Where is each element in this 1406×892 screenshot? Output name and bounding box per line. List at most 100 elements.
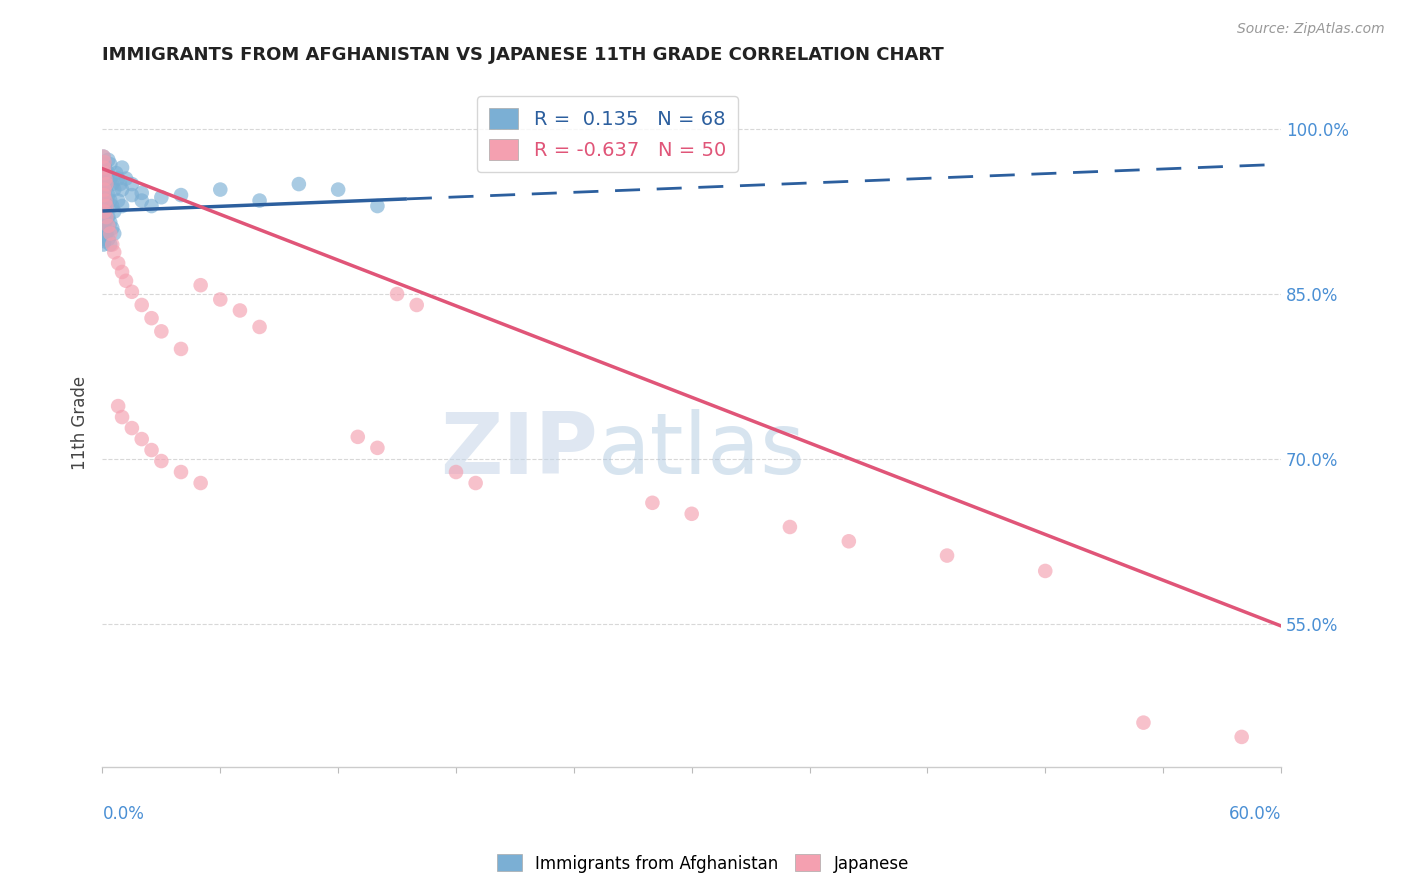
Point	[94, 223, 117, 237]
Point	[111, 183, 134, 197]
Point	[111, 161, 134, 175]
Y-axis label: 11th Grade: 11th Grade	[72, 376, 89, 470]
Point	[444, 465, 467, 479]
Point	[103, 183, 125, 197]
Point	[249, 194, 271, 208]
Point	[131, 432, 153, 446]
Point	[96, 195, 118, 210]
Point	[107, 256, 129, 270]
Point	[98, 157, 121, 171]
Point	[115, 171, 138, 186]
Point	[107, 171, 129, 186]
Point	[150, 454, 173, 468]
Point	[121, 188, 143, 202]
Point	[108, 177, 131, 191]
Point	[141, 443, 163, 458]
Point	[93, 190, 115, 204]
Point	[131, 298, 153, 312]
Point	[97, 219, 120, 233]
Point	[103, 227, 125, 241]
Text: 60.0%: 60.0%	[1229, 805, 1281, 823]
Point	[93, 161, 115, 175]
Point	[93, 234, 115, 248]
Point	[93, 237, 115, 252]
Point	[111, 199, 134, 213]
Point	[111, 410, 134, 425]
Legend: Immigrants from Afghanistan, Japanese: Immigrants from Afghanistan, Japanese	[491, 847, 915, 880]
Point	[94, 171, 117, 186]
Point	[96, 177, 118, 191]
Point	[94, 210, 117, 224]
Point	[98, 227, 121, 241]
Point	[141, 199, 163, 213]
Point	[170, 465, 193, 479]
Point	[101, 237, 124, 252]
Point	[93, 199, 115, 213]
Point	[681, 507, 703, 521]
Point	[94, 207, 117, 221]
Point	[209, 293, 232, 307]
Point	[94, 183, 117, 197]
Point	[96, 227, 118, 241]
Point	[93, 157, 115, 171]
Point	[107, 194, 129, 208]
Point	[385, 287, 408, 301]
Point	[97, 166, 120, 180]
Point	[96, 166, 118, 180]
Point	[366, 441, 388, 455]
Point	[641, 496, 664, 510]
Point	[93, 204, 115, 219]
Point	[131, 194, 153, 208]
Point	[209, 183, 232, 197]
Point	[94, 194, 117, 208]
Point	[101, 177, 124, 191]
Point	[190, 278, 212, 293]
Point	[93, 218, 115, 232]
Point	[93, 203, 115, 218]
Point	[121, 421, 143, 435]
Point	[94, 166, 117, 180]
Legend: R =  0.135   N = 68, R = -0.637   N = 50: R = 0.135 N = 68, R = -0.637 N = 50	[478, 96, 738, 171]
Point	[346, 430, 368, 444]
Point	[93, 169, 115, 183]
Point	[103, 204, 125, 219]
Text: ZIP: ZIP	[440, 409, 598, 492]
Point	[93, 188, 115, 202]
Point	[1230, 730, 1253, 744]
Point	[229, 303, 252, 318]
Point	[93, 171, 115, 186]
Point	[94, 228, 117, 243]
Point	[170, 342, 193, 356]
Point	[97, 188, 120, 202]
Point	[96, 179, 118, 194]
Point	[97, 153, 120, 167]
Point	[249, 320, 271, 334]
Point	[94, 194, 117, 208]
Point	[93, 185, 115, 199]
Point	[98, 237, 121, 252]
Point	[1033, 564, 1056, 578]
Point	[326, 183, 349, 197]
Point	[97, 232, 120, 246]
Point	[150, 324, 173, 338]
Point	[1132, 715, 1154, 730]
Point	[93, 155, 115, 169]
Point	[93, 183, 115, 197]
Point	[366, 199, 388, 213]
Point	[105, 166, 128, 180]
Point	[93, 221, 115, 235]
Point	[93, 215, 115, 229]
Point	[93, 232, 115, 246]
Point	[141, 311, 163, 326]
Point	[96, 210, 118, 224]
Point	[111, 265, 134, 279]
Text: 0.0%: 0.0%	[103, 805, 145, 823]
Point	[190, 476, 212, 491]
Point	[96, 212, 118, 227]
Point	[838, 534, 860, 549]
Point	[464, 476, 486, 491]
Point	[98, 215, 121, 229]
Point	[170, 188, 193, 202]
Text: Source: ZipAtlas.com: Source: ZipAtlas.com	[1237, 22, 1385, 37]
Text: atlas: atlas	[598, 409, 806, 492]
